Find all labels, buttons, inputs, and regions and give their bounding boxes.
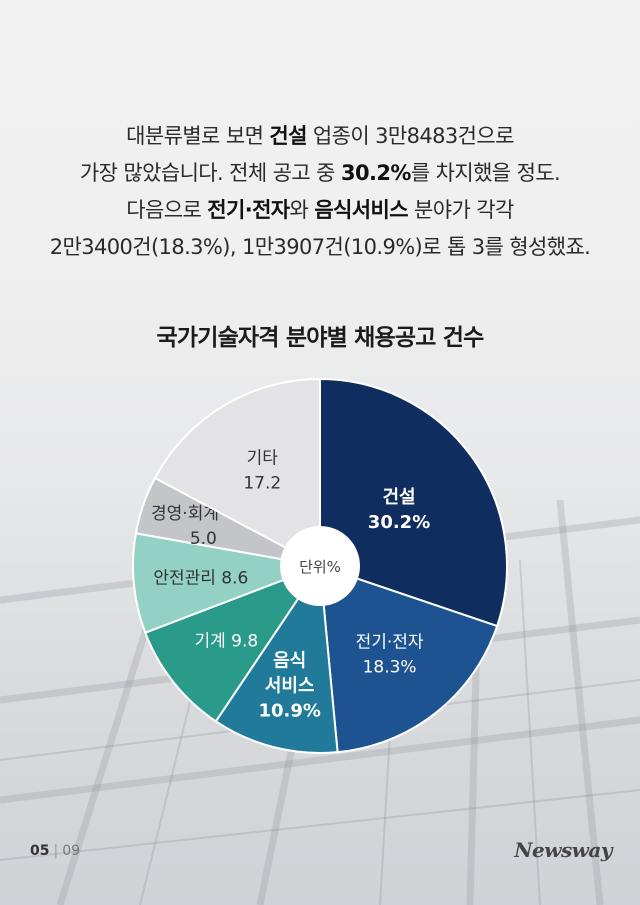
intro-line-3: 다음으로 전기·전자와 음식서비스 분야가 각각 (20, 192, 620, 229)
intro-highlight: 전기·전자 (207, 198, 290, 222)
page-total: 09 (62, 843, 81, 859)
intro-highlight: 음식서비스 (314, 198, 408, 222)
pie-chart: 건설 30.2% 전기·전자 18.3% 음식 서비스 10.9%기계 9.8 안전관리 8.… (132, 377, 508, 754)
intro-text: 대분류별로 보면 (126, 124, 270, 148)
newsway-logo: Newsway (514, 838, 612, 862)
intro-highlight: 30.2% (340, 161, 411, 185)
unit-label: 단위% (299, 558, 341, 576)
intro-text: 를 차지했을 정도. (410, 161, 561, 185)
slice-label-other: 기타 17.2 (243, 448, 281, 493)
intro-line-1: 대분류별로 보면 건설 업종이 3만8483건으로 (20, 118, 620, 155)
intro-line-2: 가장 많았습니다. 전체 공고 중 30.2%를 차지했을 정도. (20, 155, 620, 192)
pie-slice-machinery (143, 563, 323, 723)
slice-label-construction: 건설 30.2% (368, 487, 430, 533)
pie-center-hole (280, 526, 360, 606)
pie-slice-other (153, 377, 321, 568)
intro-paragraph: 대분류별로 보면 건설 업종이 3만8483건으로 가장 많았습니다. 전체 공… (20, 118, 620, 266)
intro-text: 분야가 각각 (407, 198, 514, 222)
chart-title: 국가기술자격 분야별 채용공고 건수 (156, 325, 484, 351)
pie-slice-electric-electronics (318, 564, 499, 754)
page-current: 05 (30, 843, 50, 859)
intro-line-4: 2만3400건(18.3%), 1만3907건(10.9%)로 톱 3를 형성했… (49, 235, 591, 259)
intro-highlight: 건설 (269, 124, 307, 148)
intro-text: 다음으로 (126, 198, 208, 222)
intro-text: 가장 많았습니다. 전체 공고 중 (79, 161, 341, 185)
intro-text: 와 (289, 198, 315, 222)
page-separator: | (53, 843, 59, 859)
page-indicator: 05 | 09 (30, 843, 80, 859)
slice-label-machinery: 기계 9.8 (194, 632, 258, 652)
pie-slice-food-service (214, 563, 339, 754)
intro-text: 업종이 3만8483건으로 (306, 124, 515, 148)
slice-label-food-service: 음식 서비스 10.9% (258, 651, 320, 722)
pie-slice-construction (319, 377, 508, 628)
slice-label-safety-management: 안전관리 8.6 (153, 568, 248, 588)
slice-label-electric-electronics: 전기·전자 18.3% (356, 633, 424, 678)
